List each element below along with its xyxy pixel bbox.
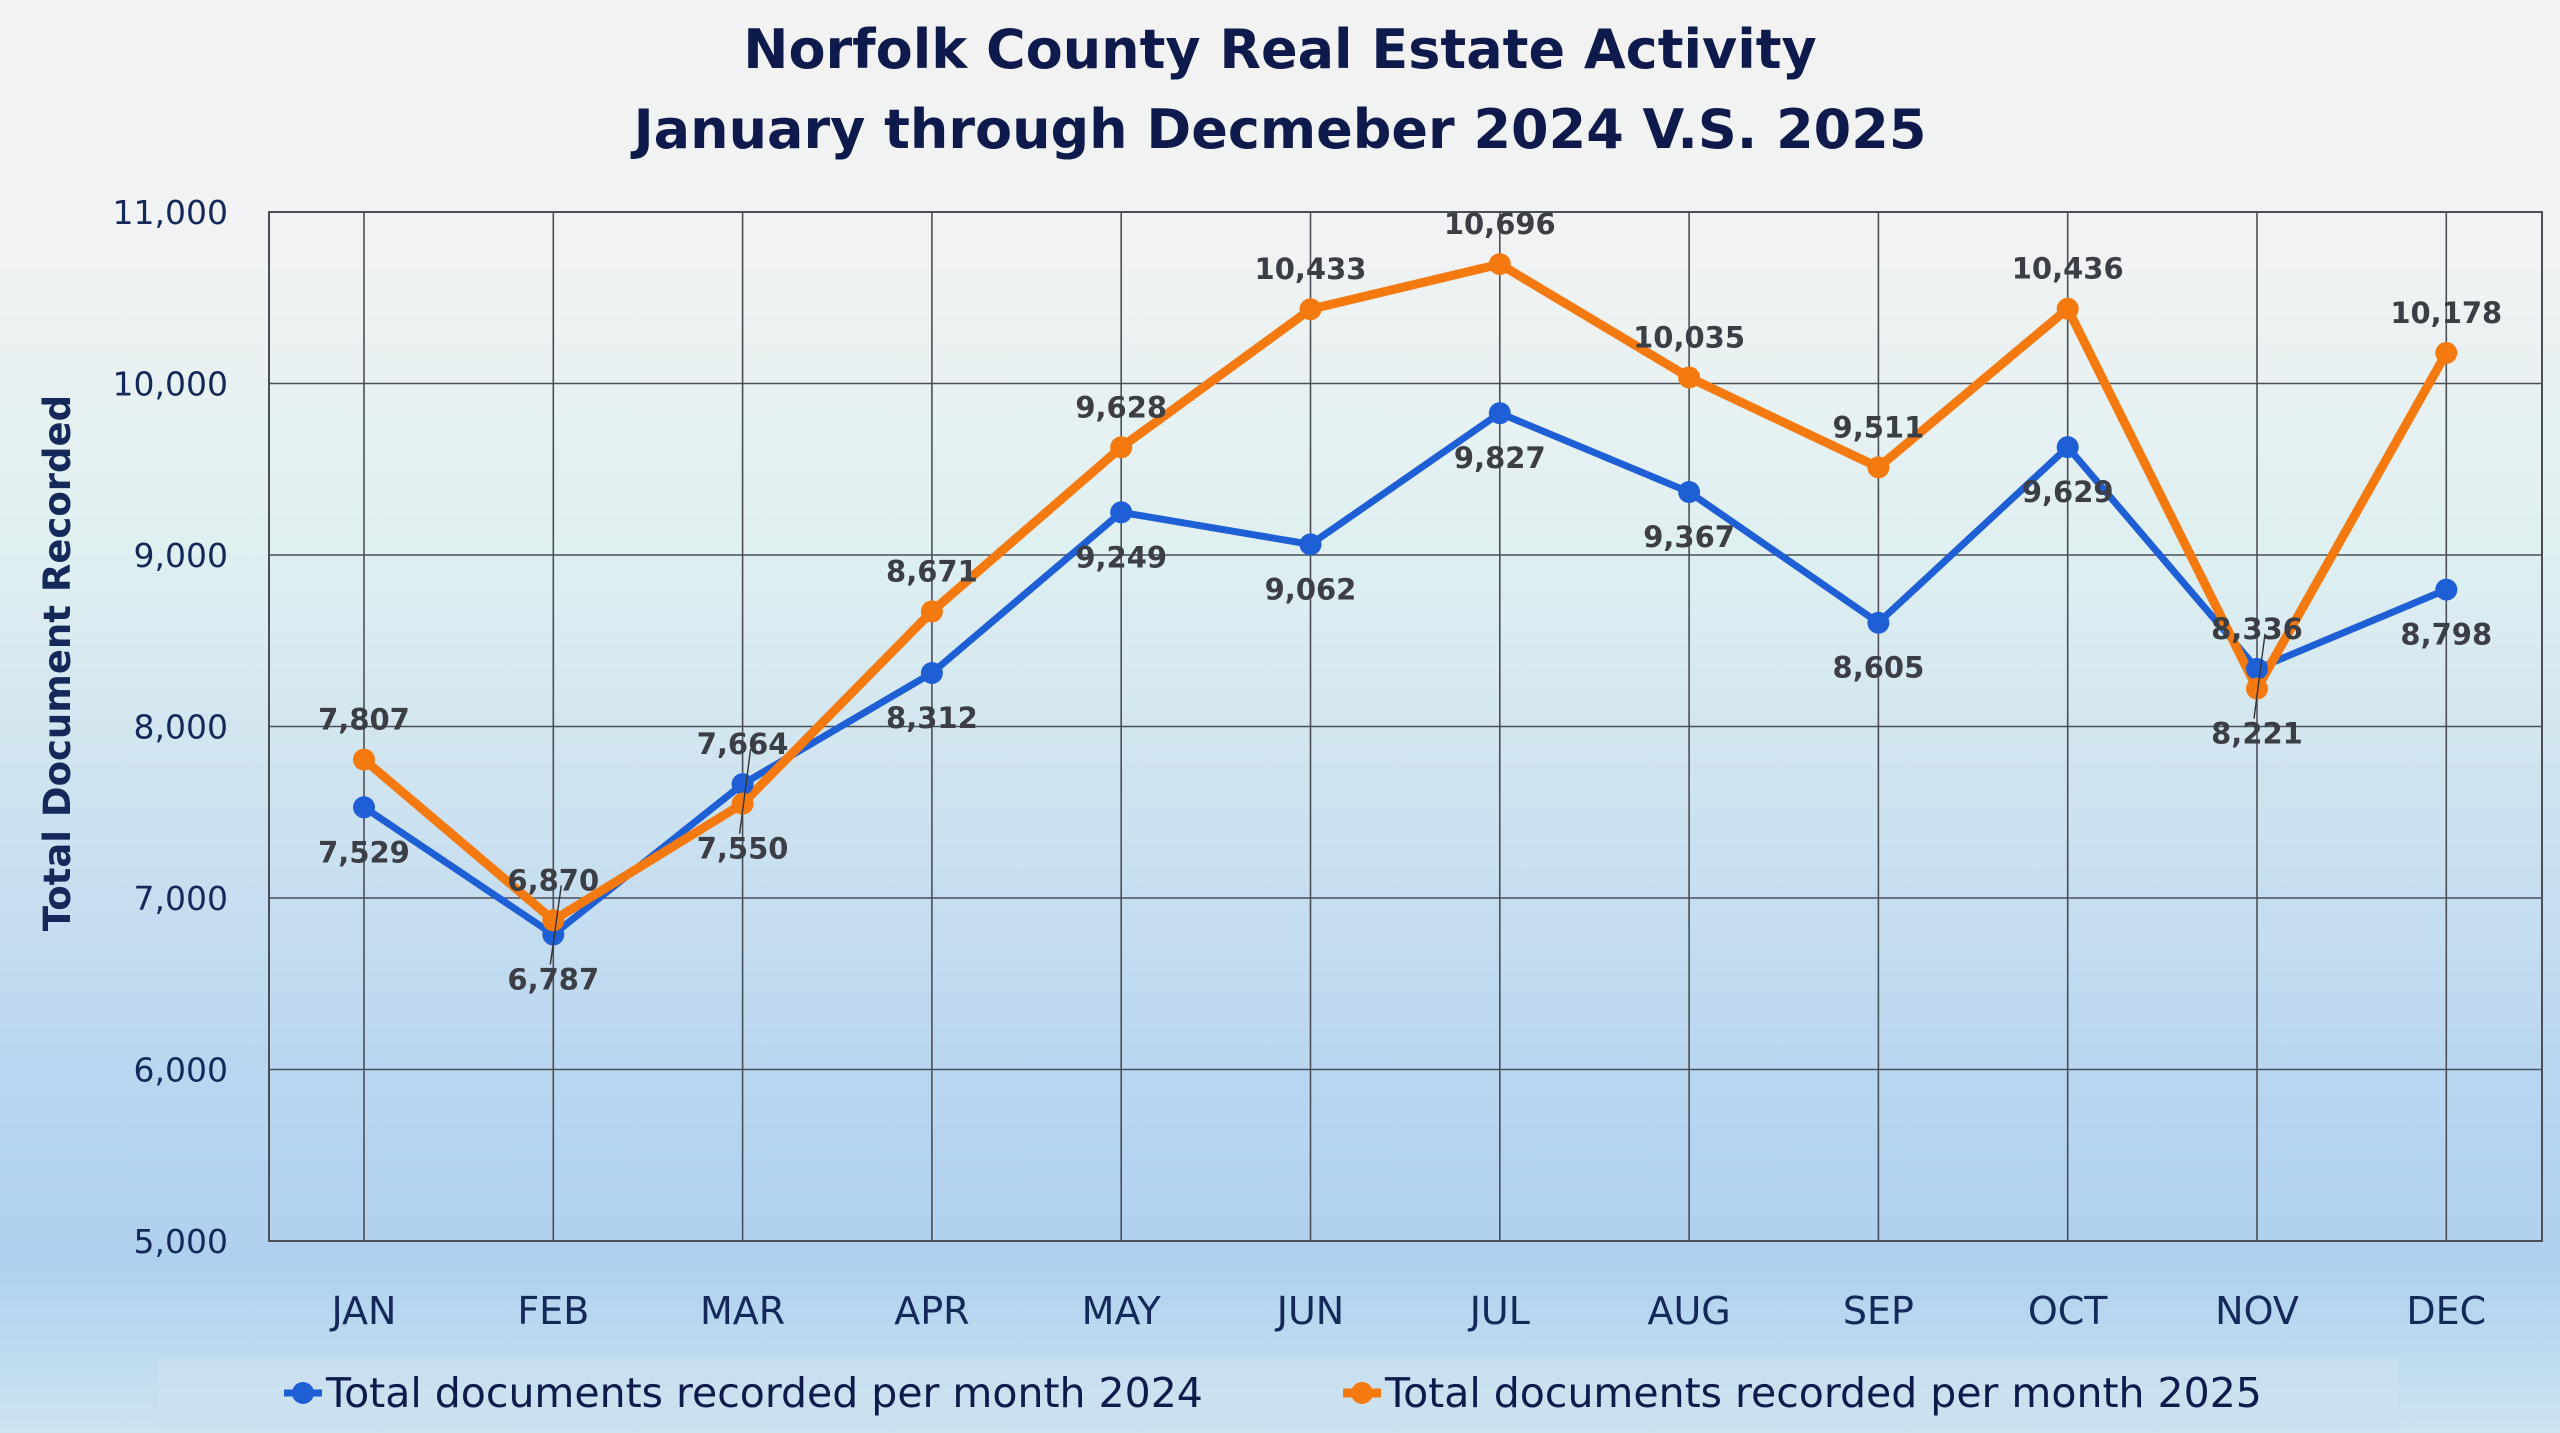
- chart-title-line-2: January through Decmeber 2024 V.S. 2025: [630, 98, 1927, 161]
- x-tick-label: NOV: [2215, 1289, 2299, 1333]
- y-tick-label: 5,000: [134, 1222, 228, 1261]
- data-point-2025[interactable]: [1110, 436, 1133, 459]
- data-point-2024[interactable]: [731, 773, 754, 796]
- data-point-2025[interactable]: [920, 600, 943, 623]
- x-tick-label: DEC: [2406, 1289, 2486, 1333]
- x-tick-label: OCT: [2028, 1289, 2108, 1333]
- data-point-2024[interactable]: [1110, 501, 1133, 524]
- data-point-2025[interactable]: [2435, 341, 2458, 364]
- legend: Total documents recorded per month 2024 …: [158, 1358, 2398, 1433]
- series-group: [353, 253, 2458, 946]
- data-label-2024: 9,629: [2022, 475, 2114, 509]
- data-point-2025[interactable]: [353, 748, 375, 771]
- data-point-2025[interactable]: [1299, 298, 1322, 321]
- data-label-2025: 10,433: [1255, 252, 1367, 286]
- data-point-2024[interactable]: [2246, 657, 2268, 680]
- data-label-2025: 8,671: [886, 554, 978, 588]
- data-label-2024: 8,312: [886, 701, 978, 735]
- data-label-2024: 8,605: [1833, 651, 1925, 685]
- y-axis-ticks: 5,000 6,000 7,000 8,000 9,000 10,000 11,000: [113, 193, 228, 1261]
- x-tick-label: JUN: [1275, 1289, 1344, 1333]
- data-label-2024: 8,336: [2211, 612, 2303, 646]
- data-labels: 7,529 6,787 7,664 8,312 9,249 9,062 9,827 9,367…: [318, 207, 2502, 996]
- data-label-2025: 8,221: [2211, 717, 2303, 751]
- x-axis-ticks: JAN FEB MAR APR MAY JUN JUL AUG SEP OCT NOV DEC: [330, 1289, 2487, 1333]
- series-line-2024: [362, 409, 2448, 939]
- data-label-2025: 7,550: [697, 832, 789, 866]
- y-tick-label: 6,000: [134, 1051, 228, 1090]
- data-label-2025: 6,870: [507, 863, 599, 897]
- data-label-2025: 10,178: [2390, 296, 2502, 330]
- x-tick-label: APR: [894, 1289, 969, 1333]
- x-tick-label: JUL: [1468, 1289, 1530, 1333]
- chart-title-line-1: Norfolk County Real Estate Activity: [743, 18, 1817, 81]
- data-point-2024[interactable]: [920, 661, 943, 684]
- data-label-2024: 9,062: [1265, 572, 1357, 606]
- legend-label-2025: Total documents recorded per month 2025: [1384, 1369, 2262, 1417]
- plot-area-frame: [268, 211, 2543, 1242]
- y-axis-title: Total Document Recorded: [36, 395, 79, 931]
- data-label-2024: 7,529: [318, 835, 410, 869]
- y-tick-label: 10,000: [113, 365, 228, 404]
- legend-label-2024: Total documents recorded per month 2024: [325, 1369, 1203, 1417]
- data-point-2024[interactable]: [1867, 611, 1890, 634]
- data-point-2024[interactable]: [1488, 402, 1511, 425]
- data-point-2025[interactable]: [1678, 366, 1701, 389]
- data-point-2025[interactable]: [2246, 677, 2268, 700]
- data-label-2025: 10,035: [1633, 320, 1745, 354]
- legend-marker-2024: [292, 1382, 314, 1404]
- data-label-2024: 9,249: [1075, 540, 1167, 574]
- data-label-2025: 10,696: [1444, 207, 1556, 241]
- data-label-2024: 9,827: [1454, 441, 1546, 475]
- data-point-2025[interactable]: [1867, 456, 1890, 479]
- data-label-2025: 9,511: [1833, 410, 1925, 444]
- data-label-2025: 10,436: [2012, 252, 2124, 286]
- legend-box: [158, 1358, 2398, 1433]
- data-label-2024: 8,798: [2400, 618, 2492, 652]
- data-point-2025[interactable]: [1488, 253, 1511, 276]
- data-point-2025[interactable]: [542, 909, 565, 932]
- legend-marker-2025: [1351, 1382, 1373, 1404]
- x-tick-label: SEP: [1843, 1289, 1914, 1333]
- x-tick-label: MAY: [1082, 1289, 1162, 1333]
- data-point-2024[interactable]: [353, 796, 375, 819]
- gridlines: [269, 211, 2542, 1242]
- data-point-2024[interactable]: [2435, 578, 2458, 601]
- label-leader-line: [738, 749, 752, 834]
- data-point-2025[interactable]: [2056, 297, 2079, 320]
- data-point-2025[interactable]: [731, 792, 754, 815]
- series-line-2025: [361, 259, 2451, 925]
- y-tick-label: 9,000: [134, 536, 228, 575]
- x-tick-label: FEB: [517, 1289, 589, 1333]
- data-label-2025: 9,628: [1075, 390, 1167, 424]
- y-tick-label: 7,000: [134, 879, 228, 918]
- data-point-2024[interactable]: [1299, 533, 1322, 556]
- data-point-2024[interactable]: [1678, 481, 1701, 504]
- x-tick-label: AUG: [1647, 1289, 1730, 1333]
- data-label-2024: 7,664: [697, 727, 789, 761]
- legend-item-2024[interactable]: Total documents recorded per month 2024: [284, 1369, 1203, 1417]
- legend-item-2025[interactable]: Total documents recorded per month 2025: [1343, 1369, 2262, 1417]
- y-tick-label: 8,000: [134, 708, 228, 747]
- data-label-2025: 7,807: [318, 703, 410, 737]
- label-leader-line: [2253, 633, 2266, 719]
- data-label-2024: 6,787: [507, 963, 599, 997]
- data-point-2024[interactable]: [2056, 436, 2079, 459]
- x-tick-label: MAR: [700, 1289, 785, 1333]
- label-leader-line: [549, 885, 562, 965]
- data-label-2024: 9,367: [1643, 520, 1735, 554]
- y-tick-label: 11,000: [113, 193, 228, 232]
- x-tick-label: JAN: [330, 1289, 397, 1333]
